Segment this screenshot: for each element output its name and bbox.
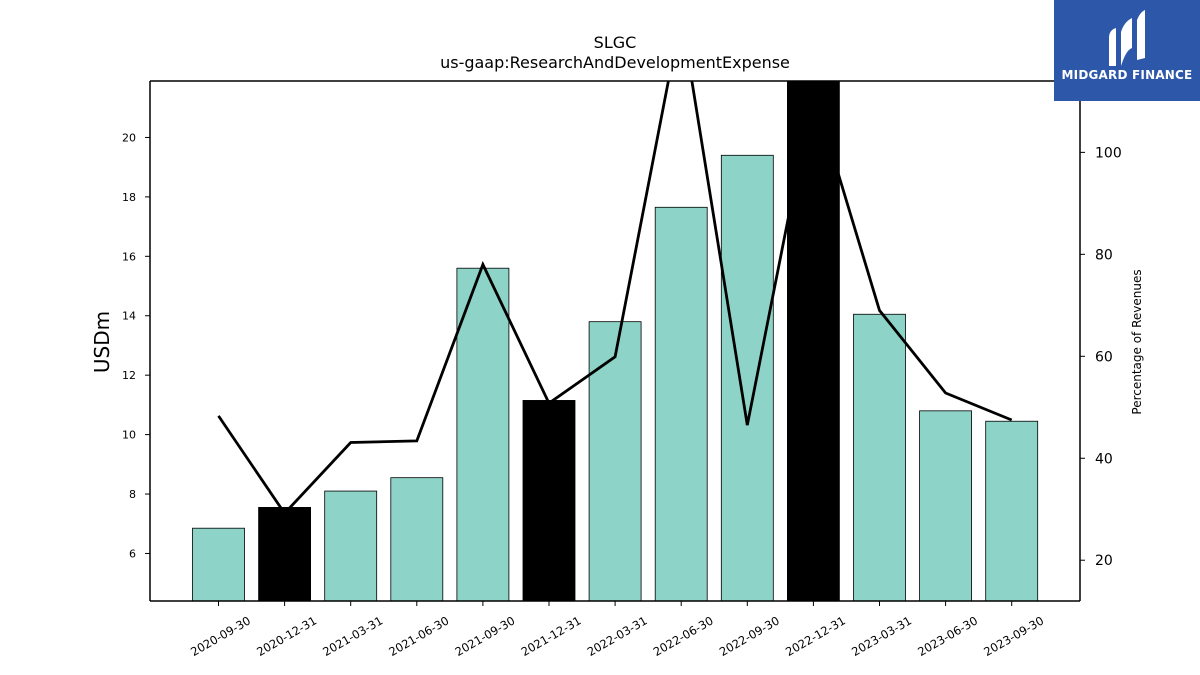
y2-tick-label: 60 bbox=[1095, 349, 1113, 365]
y-tick-label: 20 bbox=[122, 131, 136, 144]
y-tick-label: 8 bbox=[129, 488, 136, 501]
x-tick-label: 2022-09-30 bbox=[717, 613, 782, 659]
bar bbox=[258, 506, 312, 601]
percentage-line bbox=[217, 81, 1013, 516]
y2-tick-label: 40 bbox=[1095, 451, 1113, 467]
bar-series bbox=[192, 81, 1039, 601]
logo-text: MIDGARD FINANCE bbox=[1061, 68, 1193, 82]
x-tick-label: 2021-09-30 bbox=[453, 613, 518, 659]
x-tick-label: 2022-06-30 bbox=[651, 613, 716, 659]
bar bbox=[192, 527, 245, 601]
bar bbox=[390, 477, 444, 601]
bar bbox=[522, 400, 576, 601]
y-tick-label: 18 bbox=[122, 191, 136, 204]
bar bbox=[456, 267, 510, 601]
x-tick-label: 2023-06-30 bbox=[915, 613, 980, 659]
y-tick-label: 10 bbox=[122, 429, 136, 442]
y2-axis-label: Percentage of Revenues bbox=[1130, 269, 1144, 414]
bar bbox=[787, 81, 840, 601]
bar bbox=[720, 154, 774, 601]
bar bbox=[324, 490, 378, 601]
x-tick-label: 2020-09-30 bbox=[188, 613, 253, 659]
bar bbox=[588, 321, 642, 601]
chart-title: SLGC bbox=[594, 33, 637, 52]
y-tick-label: 14 bbox=[122, 310, 136, 323]
y-tick-label: 6 bbox=[129, 547, 136, 560]
y2-tick-label: 20 bbox=[1095, 553, 1113, 569]
bar bbox=[985, 420, 1039, 601]
bar bbox=[654, 206, 708, 601]
x-tick-label: 2022-12-31 bbox=[783, 613, 848, 659]
x-tick-label: 2021-12-31 bbox=[519, 613, 584, 659]
y-axis-label: USDm bbox=[90, 311, 114, 373]
x-tick-label: 2021-03-31 bbox=[320, 613, 385, 659]
x-tick-label: 2021-06-30 bbox=[386, 613, 451, 659]
x-tick-label: 2022-03-31 bbox=[585, 613, 650, 659]
line-series bbox=[217, 81, 1013, 516]
brand-logo: MIDGARD FINANCE bbox=[1054, 0, 1200, 101]
midgard-logo-icon bbox=[1109, 10, 1145, 66]
y-tick-label: 16 bbox=[122, 250, 136, 263]
y2-tick-label: 80 bbox=[1095, 247, 1113, 263]
y2-tick-label: 100 bbox=[1095, 145, 1122, 161]
x-tick-label: 2023-09-30 bbox=[981, 613, 1046, 659]
x-tick-label: 2023-03-31 bbox=[849, 613, 914, 659]
chart-subtitle: us-gaap:ResearchAndDevelopmentExpense bbox=[440, 53, 790, 72]
x-tick-label: 2020-12-31 bbox=[254, 613, 319, 659]
bar bbox=[919, 410, 972, 601]
y-tick-label: 12 bbox=[122, 369, 136, 382]
bar bbox=[853, 313, 906, 601]
